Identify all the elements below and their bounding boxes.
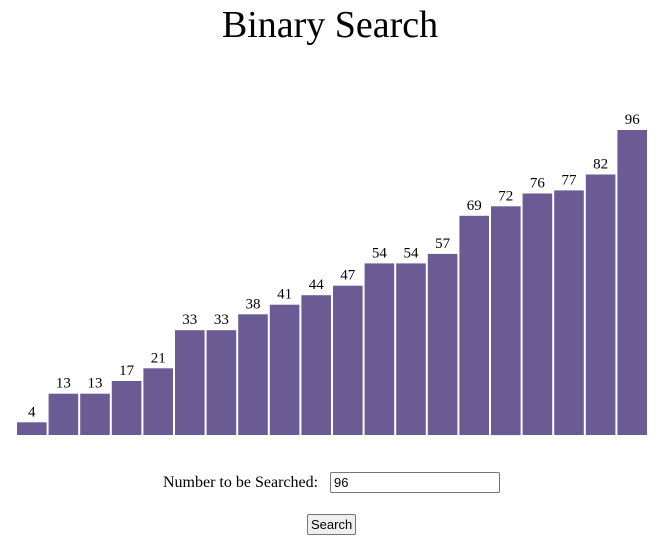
bar — [585, 174, 616, 435]
bar-value-label: 21 — [151, 350, 166, 366]
bar — [143, 368, 173, 435]
bar-value-label: 41 — [277, 287, 292, 303]
bar-value-label: 54 — [404, 245, 420, 261]
search-row: Number to be Searched: — [0, 472, 660, 496]
bar-value-label: 33 — [182, 312, 197, 328]
bar — [206, 330, 237, 435]
bar-label-group: 4 13 13 17 21 33 33 38 41 44 47 54 54 57 69 72 76 77 82 96 — [28, 112, 640, 420]
bar — [301, 295, 331, 435]
bar — [175, 330, 205, 435]
bar — [238, 314, 268, 435]
bar-value-label: 47 — [340, 268, 356, 284]
bar-value-label: 57 — [435, 236, 451, 252]
bar-group — [17, 130, 647, 436]
search-label: Number to be Searched: — [163, 474, 319, 491]
bar-value-label: 13 — [56, 376, 71, 392]
bar-value-label: 76 — [530, 176, 546, 192]
bar — [617, 130, 647, 435]
bar — [269, 304, 300, 435]
bar — [17, 422, 47, 435]
bar-value-label: 44 — [309, 277, 325, 293]
bar — [554, 190, 584, 435]
bar — [111, 381, 142, 435]
bar-value-label: 77 — [562, 172, 578, 188]
bar — [459, 215, 489, 435]
page-title: Binary Search — [221, 4, 439, 46]
bar — [396, 263, 426, 435]
bar — [80, 393, 110, 435]
bar — [522, 193, 553, 435]
search-input[interactable] — [330, 472, 500, 493]
bar-value-label: 38 — [246, 296, 261, 312]
bar-value-label: 96 — [625, 112, 641, 128]
bar-value-label: 17 — [119, 363, 135, 379]
search-button[interactable]: Search — [307, 514, 357, 535]
bar-value-label: 82 — [593, 157, 608, 173]
bar — [364, 263, 395, 435]
bar-value-label: 69 — [467, 198, 482, 214]
bar-chart: 4 13 13 17 21 33 33 38 41 44 47 54 54 57 69 72 76 77 82 96 — [17, 112, 647, 436]
bar-value-label: 13 — [88, 376, 103, 392]
bar-value-label: 4 — [28, 404, 36, 420]
bar-value-label: 54 — [372, 245, 388, 261]
bar — [491, 206, 521, 436]
bar-value-label: 72 — [498, 188, 513, 204]
bar-value-label: 33 — [214, 312, 229, 328]
bar — [333, 285, 363, 435]
bar — [427, 253, 458, 435]
bar — [48, 393, 79, 435]
